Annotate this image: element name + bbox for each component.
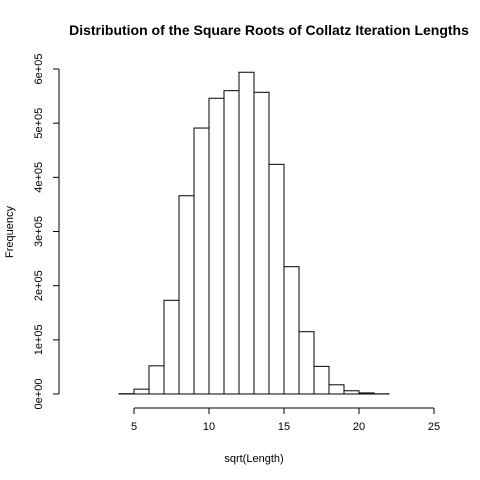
x-tick-label: 5 (131, 421, 137, 433)
x-tick-label: 20 (353, 421, 365, 433)
histogram-bar (343, 390, 360, 395)
histogram-bar (178, 195, 195, 395)
y-tick-label: 6e+05 (33, 54, 45, 85)
y-tick-label: 4e+05 (33, 162, 45, 193)
histogram-bar (133, 388, 150, 395)
histogram-bar (193, 127, 210, 395)
histogram-bar (148, 365, 165, 395)
y-tick-label: 3e+05 (33, 216, 45, 247)
y-axis-label: Frequency (4, 206, 16, 258)
histogram-bar (358, 392, 375, 395)
histogram-bar (223, 90, 240, 395)
x-tick-label: 10 (203, 421, 215, 433)
y-tick-label: 2e+05 (33, 270, 45, 301)
histogram-bar (283, 266, 300, 395)
y-tick-label: 0e+00 (33, 379, 45, 410)
histogram-bar (268, 163, 285, 395)
chart-title: Distribution of the Square Roots of Coll… (69, 22, 469, 38)
histogram-bar (208, 97, 225, 395)
histogram-bar (298, 331, 315, 395)
histogram-bar (253, 91, 270, 395)
x-axis: 5 10 15 20 25 (131, 407, 440, 433)
histogram-bar (238, 71, 255, 395)
x-axis-label: sqrt(Length) (224, 453, 283, 465)
x-tick-label: 25 (428, 421, 440, 433)
y-tick-label: 1e+05 (33, 324, 45, 355)
histogram-bar (163, 299, 180, 395)
y-axis: 0e+00 1e+05 2e+05 3e+05 4e+05 5e+05 6e+05 (33, 54, 60, 410)
x-tick-label: 15 (278, 421, 290, 433)
histogram-bar (328, 384, 345, 395)
histogram-bars (118, 71, 390, 395)
y-tick-label: 5e+05 (33, 108, 45, 139)
histogram-bar (313, 365, 330, 395)
